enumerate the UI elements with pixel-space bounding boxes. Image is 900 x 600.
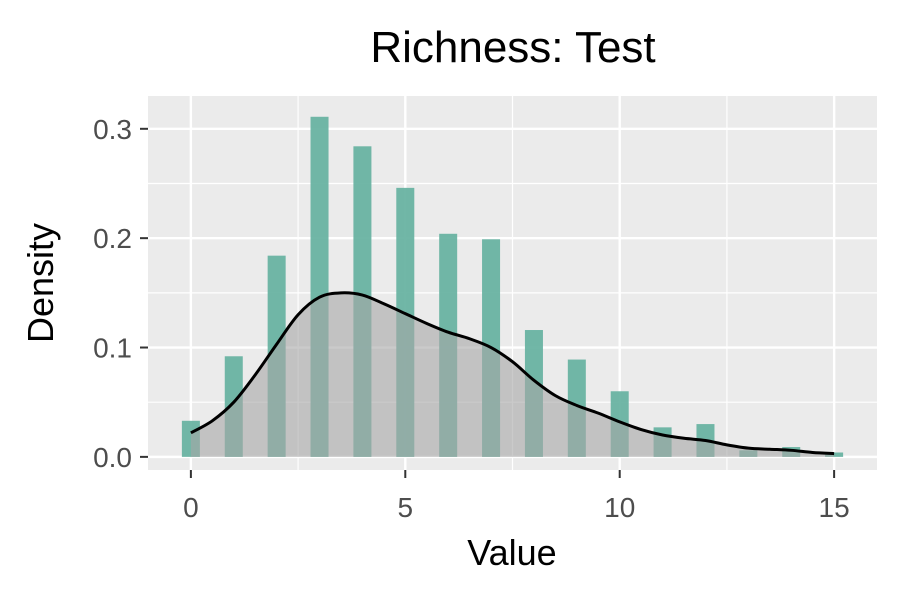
density-line (190, 291, 835, 456)
chart-title: Richness: Test (370, 23, 655, 72)
axes: 0 5 10 15 0.0 0.1 0.2 0.3 (93, 114, 850, 523)
y-tick-label: 0.0 (93, 442, 132, 473)
x-axis-label: Value (467, 532, 556, 573)
y-axis-label: Density (20, 223, 61, 343)
x-tick-label: 0 (183, 492, 199, 523)
x-tick-label: 15 (819, 492, 850, 523)
y-tick-label: 0.3 (93, 114, 132, 145)
x-tick-label: 5 (398, 492, 414, 523)
density-curve-group (190, 291, 835, 457)
x-tick-label: 10 (604, 492, 635, 523)
density-area (190, 292, 835, 457)
y-tick-label: 0.1 (93, 333, 132, 364)
y-tick-label: 0.2 (93, 223, 132, 254)
